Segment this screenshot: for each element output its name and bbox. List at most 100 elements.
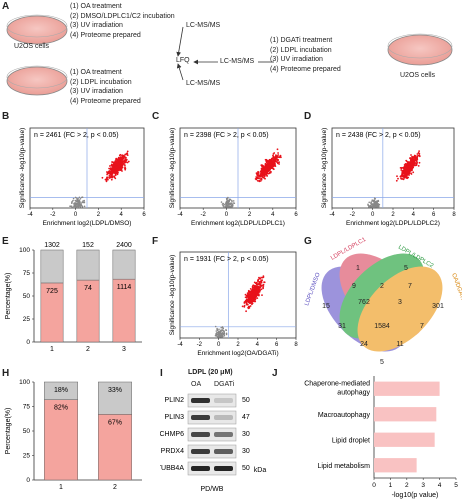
- data-point: [73, 203, 75, 205]
- x-tick-label: 2: [391, 212, 395, 218]
- data-point: [122, 163, 125, 165]
- data-point: [109, 168, 112, 171]
- data-point: [110, 176, 113, 179]
- data-point: [261, 174, 264, 177]
- protocol-step: (2) LDPL incubation: [70, 78, 132, 86]
- data-point: [222, 205, 225, 207]
- x-tick-label: 0: [225, 212, 229, 218]
- data-point: [231, 205, 233, 208]
- data-point: [120, 163, 122, 165]
- x-tick-label: 4: [412, 212, 416, 218]
- y-tick-label: 50: [23, 293, 31, 300]
- bar-segment-lower: [98, 414, 132, 481]
- data-point: [273, 158, 276, 161]
- data-point: [220, 329, 222, 331]
- y-tick-label: 100: [19, 247, 30, 254]
- y-tick-label: 0: [26, 339, 30, 346]
- data-point: [270, 166, 272, 169]
- x-tick-label: 6: [142, 212, 146, 218]
- x-tick-label: 0: [372, 482, 376, 489]
- category-label: Lipid metabolism: [317, 463, 370, 470]
- x-tick-label: 8: [452, 212, 456, 218]
- data-point: [409, 170, 412, 172]
- data-point: [264, 177, 266, 180]
- x-tick-label: -2: [50, 212, 56, 218]
- venn-count: 301: [432, 303, 444, 310]
- data-point: [399, 175, 402, 178]
- data-point: [399, 167, 402, 169]
- data-point: [374, 205, 376, 208]
- blot-row-label: TUBB4A: [160, 465, 184, 472]
- blot-lane-strip: [187, 393, 237, 408]
- data-point: [277, 152, 279, 154]
- protocol-step: (3) UV irradiation: [70, 22, 123, 29]
- data-point: [224, 204, 227, 206]
- bar-label-upper: 18%: [54, 387, 68, 394]
- protocol-step: (3) UV irradiation: [270, 56, 323, 63]
- blot-band: [191, 466, 210, 471]
- data-point: [258, 281, 261, 283]
- blot-col-oa: OA: [191, 381, 202, 388]
- y-axis-label: Significance -log10(p-value): [169, 255, 176, 336]
- bar-segment-upper: [76, 249, 100, 281]
- lcms-label-2: LC-MS/MS: [186, 80, 221, 87]
- data-point: [367, 204, 369, 207]
- data-point: [107, 172, 110, 174]
- data-point: [251, 299, 253, 302]
- blot-band: [191, 415, 210, 420]
- blot-lane-strip: [187, 427, 237, 442]
- venn-count: 762: [358, 299, 370, 306]
- data-point: [78, 196, 81, 199]
- data-point: [109, 173, 112, 175]
- data-point: [223, 331, 225, 333]
- data-point: [78, 204, 80, 207]
- x-tick-label: 6: [275, 342, 279, 348]
- data-point: [258, 177, 260, 180]
- data-point: [114, 169, 116, 171]
- data-point: [225, 332, 228, 335]
- data-point: [250, 291, 253, 294]
- protocol-step: (3) UV irradiation: [70, 88, 123, 95]
- data-point: [219, 333, 221, 335]
- data-point: [407, 167, 409, 170]
- data-point: [214, 325, 217, 328]
- data-point: [74, 204, 77, 206]
- venn-count: 31: [338, 323, 346, 330]
- data-point: [413, 157, 416, 159]
- data-point: [77, 204, 79, 207]
- data-point: [412, 171, 415, 174]
- blot-band: [191, 449, 210, 454]
- data-point: [79, 205, 82, 208]
- data-point: [267, 170, 269, 173]
- data-point: [253, 291, 256, 294]
- data-point: [225, 329, 228, 331]
- x-tick-label: 4: [256, 342, 260, 348]
- data-point: [216, 329, 219, 332]
- data-point: [126, 150, 129, 153]
- data-point: [123, 155, 125, 158]
- data-point: [125, 156, 127, 159]
- data-point: [218, 328, 220, 331]
- bar-label-lower: 1114: [117, 284, 132, 291]
- x-axis-label: Enrichment log2(OA/DGATi): [197, 350, 278, 357]
- data-point: [262, 172, 265, 175]
- x-tick-label: -2: [197, 342, 203, 348]
- data-point: [231, 199, 233, 202]
- lcms-label-3: LC-MS/MS: [220, 58, 255, 65]
- data-point: [252, 293, 255, 296]
- data-point: [260, 281, 263, 283]
- data-point: [265, 166, 267, 168]
- protocol-step: (2) LDPL incubation: [270, 46, 332, 54]
- data-point: [111, 173, 114, 175]
- data-point: [414, 155, 417, 157]
- data-point: [259, 287, 261, 289]
- scatter-points: [214, 275, 266, 338]
- data-point: [120, 168, 123, 171]
- x-tick-label: 3: [421, 482, 425, 489]
- y-axis-label: Significance -log10(p-value): [169, 128, 176, 209]
- data-point: [226, 202, 228, 204]
- data-point: [267, 172, 270, 175]
- bar-label-lower: 67%: [108, 419, 122, 426]
- data-point: [247, 289, 250, 292]
- x-tick-label: 4: [438, 482, 442, 489]
